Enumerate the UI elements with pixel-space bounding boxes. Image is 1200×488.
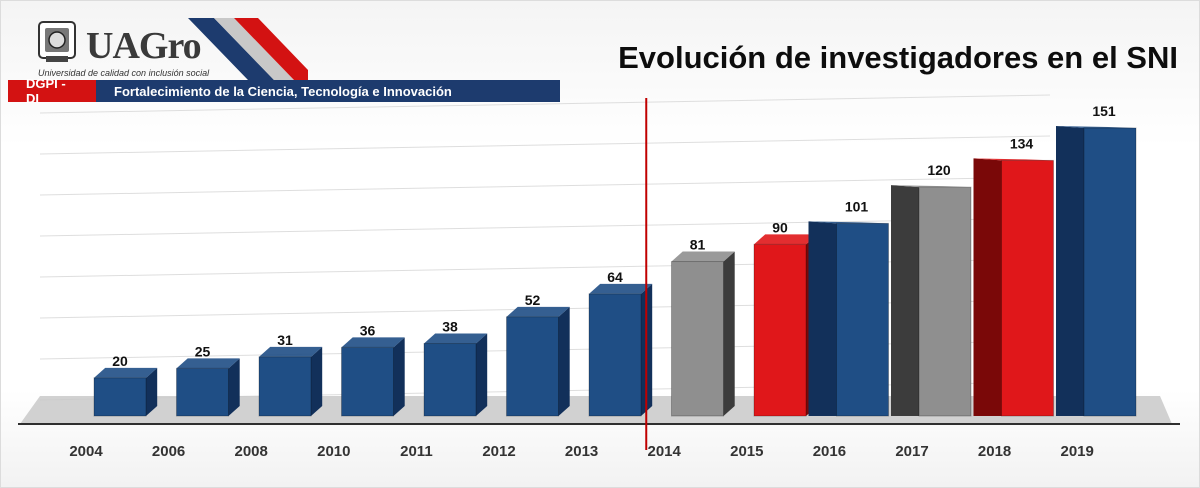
- bar-2018: [1001, 159, 1054, 417]
- bar-top: [94, 367, 158, 378]
- bar-2008: [258, 356, 312, 417]
- gridline: [39, 135, 1051, 155]
- banner-department-code: DGPI - DI: [8, 76, 96, 106]
- bar-top: [754, 234, 818, 245]
- bar-2017: [918, 186, 972, 417]
- x-tick-label-2018: 2018: [978, 443, 1011, 460]
- data-label-2019: 151: [1092, 103, 1116, 119]
- x-tick-label-2015: 2015: [730, 443, 763, 460]
- department-banner: DGPI - DI Fortalecimiento de la Ciencia,…: [8, 76, 560, 106]
- x-tick-label-2010: 2010: [317, 443, 350, 460]
- bar-side: [723, 251, 735, 416]
- x-tick-label-2006: 2006: [152, 443, 185, 460]
- data-label-2012: 52: [525, 292, 541, 308]
- data-label-2015: 90: [772, 219, 788, 235]
- x-tick-label-2012: 2012: [482, 443, 515, 460]
- bar-side: [311, 346, 323, 416]
- x-tick-label-2013: 2013: [565, 443, 598, 460]
- logo-stripes: [188, 18, 308, 80]
- data-label-2013: 64: [607, 269, 623, 285]
- data-label-2018: 134: [1010, 135, 1034, 151]
- bar-side: [1056, 126, 1084, 416]
- bar-side: [476, 333, 488, 416]
- banner-program-name: Fortalecimiento de la Ciencia, Tecnologí…: [114, 83, 452, 99]
- bar-side: [808, 221, 837, 416]
- bar-side: [558, 306, 570, 416]
- x-tick-label-2011: 2011: [400, 443, 433, 460]
- bar-side: [973, 158, 1002, 417]
- bar-top: [341, 337, 405, 348]
- bar-2006: [176, 367, 229, 417]
- bar-top: [671, 251, 735, 262]
- bar-side: [393, 337, 405, 416]
- logo-tagline: Universidad de calidad con inclusión soc…: [38, 68, 210, 78]
- bar-top: [424, 333, 488, 344]
- bar-2004: [93, 377, 147, 417]
- x-tick-label-2017: 2017: [895, 443, 928, 460]
- gridline: [39, 176, 1051, 196]
- data-label-2008: 31: [277, 332, 293, 348]
- bar-2016: [836, 222, 889, 417]
- x-tick-label-2008: 2008: [235, 443, 268, 460]
- bar-top: [1056, 126, 1136, 128]
- uagro-logo: UAGro Universidad de calidad con inclusi…: [8, 6, 308, 80]
- university-seal-icon: [38, 21, 76, 62]
- bar-2011: [423, 343, 477, 417]
- bar-side: [891, 185, 919, 416]
- data-label-2011: 38: [442, 319, 458, 335]
- bar-top: [973, 158, 1054, 161]
- x-tick-label-2019: 2019: [1061, 443, 1094, 460]
- bar-2019: [1083, 127, 1137, 417]
- x-tick-label-2016: 2016: [813, 443, 846, 460]
- data-label-2017: 120: [927, 162, 951, 178]
- bar-2010: [341, 346, 394, 417]
- bar-top: [506, 306, 570, 317]
- bar-2013: [588, 293, 642, 417]
- data-label-2006: 25: [195, 343, 211, 359]
- data-label-2010: 36: [360, 322, 376, 338]
- bar-2015: [753, 243, 807, 417]
- gridline: [39, 94, 1051, 114]
- bar-top: [589, 283, 653, 294]
- x-tick-label-2004: 2004: [69, 443, 103, 460]
- x-tick-label-2014: 2014: [648, 443, 682, 460]
- bar-top: [808, 221, 889, 224]
- logo-wordmark: UAGro: [86, 25, 202, 67]
- bar-2014: [671, 261, 724, 417]
- data-label-2016: 101: [845, 198, 869, 214]
- bar-top: [891, 185, 971, 188]
- data-label-2014: 81: [690, 237, 706, 253]
- bar-side: [146, 367, 158, 416]
- bar-top: [259, 346, 323, 357]
- data-label-2004: 20: [112, 353, 128, 369]
- bar-top: [176, 358, 240, 369]
- chart-title: Evolución de investigadores en el SNI: [618, 40, 1178, 75]
- bar-side: [228, 358, 240, 416]
- bar-2012: [506, 316, 559, 417]
- gridline: [39, 217, 1051, 237]
